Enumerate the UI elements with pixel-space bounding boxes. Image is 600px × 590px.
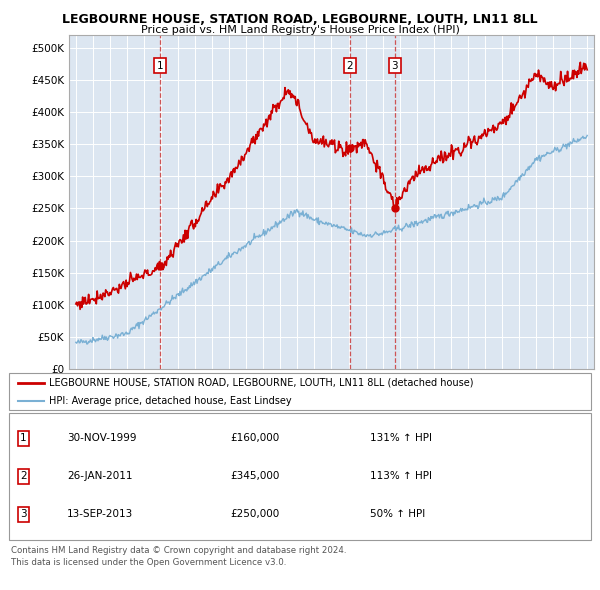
Text: LEGBOURNE HOUSE, STATION ROAD, LEGBOURNE, LOUTH, LN11 8LL (detached house): LEGBOURNE HOUSE, STATION ROAD, LEGBOURNE… xyxy=(49,378,473,388)
Text: 1: 1 xyxy=(20,434,27,443)
Text: 50% ↑ HPI: 50% ↑ HPI xyxy=(370,510,425,519)
Text: 3: 3 xyxy=(391,61,398,71)
Text: £160,000: £160,000 xyxy=(230,434,280,443)
Text: 131% ↑ HPI: 131% ↑ HPI xyxy=(370,434,432,443)
Text: £345,000: £345,000 xyxy=(230,471,280,481)
Text: 1: 1 xyxy=(157,61,163,71)
Text: Price paid vs. HM Land Registry's House Price Index (HPI): Price paid vs. HM Land Registry's House … xyxy=(140,25,460,35)
Text: 30-NOV-1999: 30-NOV-1999 xyxy=(67,434,137,443)
Text: LEGBOURNE HOUSE, STATION ROAD, LEGBOURNE, LOUTH, LN11 8LL: LEGBOURNE HOUSE, STATION ROAD, LEGBOURNE… xyxy=(62,13,538,26)
Text: £250,000: £250,000 xyxy=(230,510,280,519)
Text: HPI: Average price, detached house, East Lindsey: HPI: Average price, detached house, East… xyxy=(49,396,291,406)
Text: 2: 2 xyxy=(346,61,353,71)
Text: Contains HM Land Registry data © Crown copyright and database right 2024.
This d: Contains HM Land Registry data © Crown c… xyxy=(11,546,346,566)
Text: 2: 2 xyxy=(20,471,27,481)
Text: 26-JAN-2011: 26-JAN-2011 xyxy=(67,471,133,481)
Text: 3: 3 xyxy=(20,510,27,519)
Text: 13-SEP-2013: 13-SEP-2013 xyxy=(67,510,133,519)
Text: 113% ↑ HPI: 113% ↑ HPI xyxy=(370,471,432,481)
